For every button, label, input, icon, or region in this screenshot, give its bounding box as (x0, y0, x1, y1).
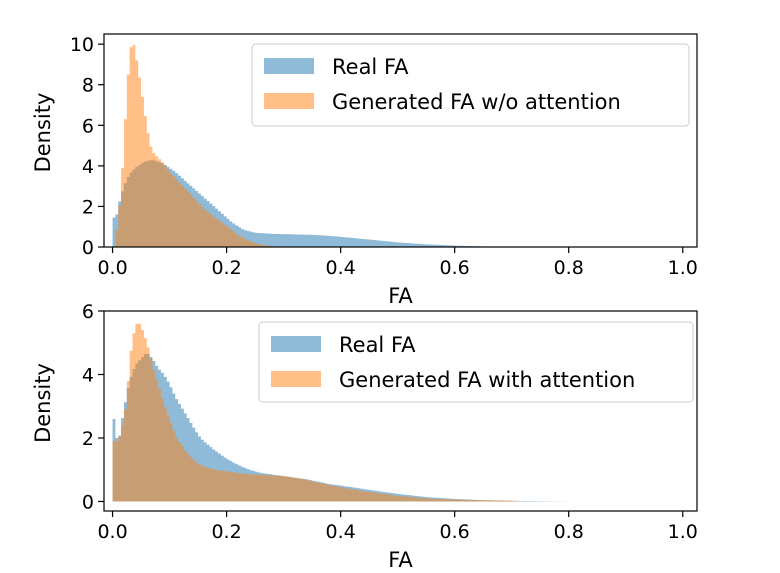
legend-label: Real FA (332, 55, 409, 79)
x-tick-label: 0.8 (554, 257, 584, 279)
legend-frame (258, 321, 694, 403)
legend-swatch (271, 371, 321, 387)
y-tick-label: 0 (82, 237, 94, 259)
x-axis-label: FA (388, 284, 413, 308)
legend-swatch (271, 336, 321, 352)
y-axis-label: Density (31, 363, 55, 443)
y-tick-label: 8 (82, 75, 94, 97)
x-tick-label: 0.6 (440, 257, 470, 279)
y-tick-label: 10 (70, 34, 94, 56)
legend-swatch (264, 93, 314, 109)
x-tick-label: 0.2 (211, 257, 241, 279)
legend-label: Real FA (339, 333, 416, 357)
x-tick-label: 1.0 (668, 257, 698, 279)
x-axis-label: FA (388, 548, 413, 572)
chart-2: 0.0 0.2 0.4 0.6 0.8 1.0 0 2 4 6 FA Density Real FA Ge… (31, 301, 698, 572)
histogram-series-2 (112, 45, 683, 247)
x-tick-label: 0.0 (97, 521, 127, 543)
legend-label: Generated FA w/o attention (332, 90, 621, 114)
x-tick-label: 0.8 (554, 521, 584, 543)
legend: Real FA Generated FA w/o attention (251, 43, 690, 127)
legend-swatch (264, 58, 314, 74)
axes-spines (103, 310, 698, 512)
histogram-bars (112, 323, 683, 502)
y-tick-label: 4 (82, 156, 94, 178)
y-tick-label: 2 (82, 196, 94, 218)
y-tick-label: 6 (82, 301, 94, 323)
y-tick-label: 6 (82, 115, 94, 137)
chart-1: 0.0 0.2 0.4 0.6 0.8 1.0 0 2 4 6 8 10 FA Density Real F… (31, 33, 698, 308)
y-axis-label: Density (31, 93, 55, 173)
axes-spines (103, 33, 698, 248)
y-tick-label: 4 (82, 364, 94, 386)
x-tick-label: 0.6 (440, 521, 470, 543)
legend: Real FA Generated FA with attention (258, 321, 694, 403)
y-tick-label: 2 (82, 428, 94, 450)
histogram-bars (112, 45, 683, 247)
histogram-series-2 (112, 323, 683, 502)
x-tick-label: 0.2 (211, 521, 241, 543)
x-tick-label: 0.0 (97, 257, 127, 279)
legend-frame (251, 43, 690, 127)
y-tick-label: 0 (82, 491, 94, 513)
x-tick-label: 0.4 (326, 257, 356, 279)
x-tick-label: 1.0 (668, 521, 698, 543)
x-tick-label: 0.4 (326, 521, 356, 543)
legend-label: Generated FA with attention (339, 368, 635, 392)
